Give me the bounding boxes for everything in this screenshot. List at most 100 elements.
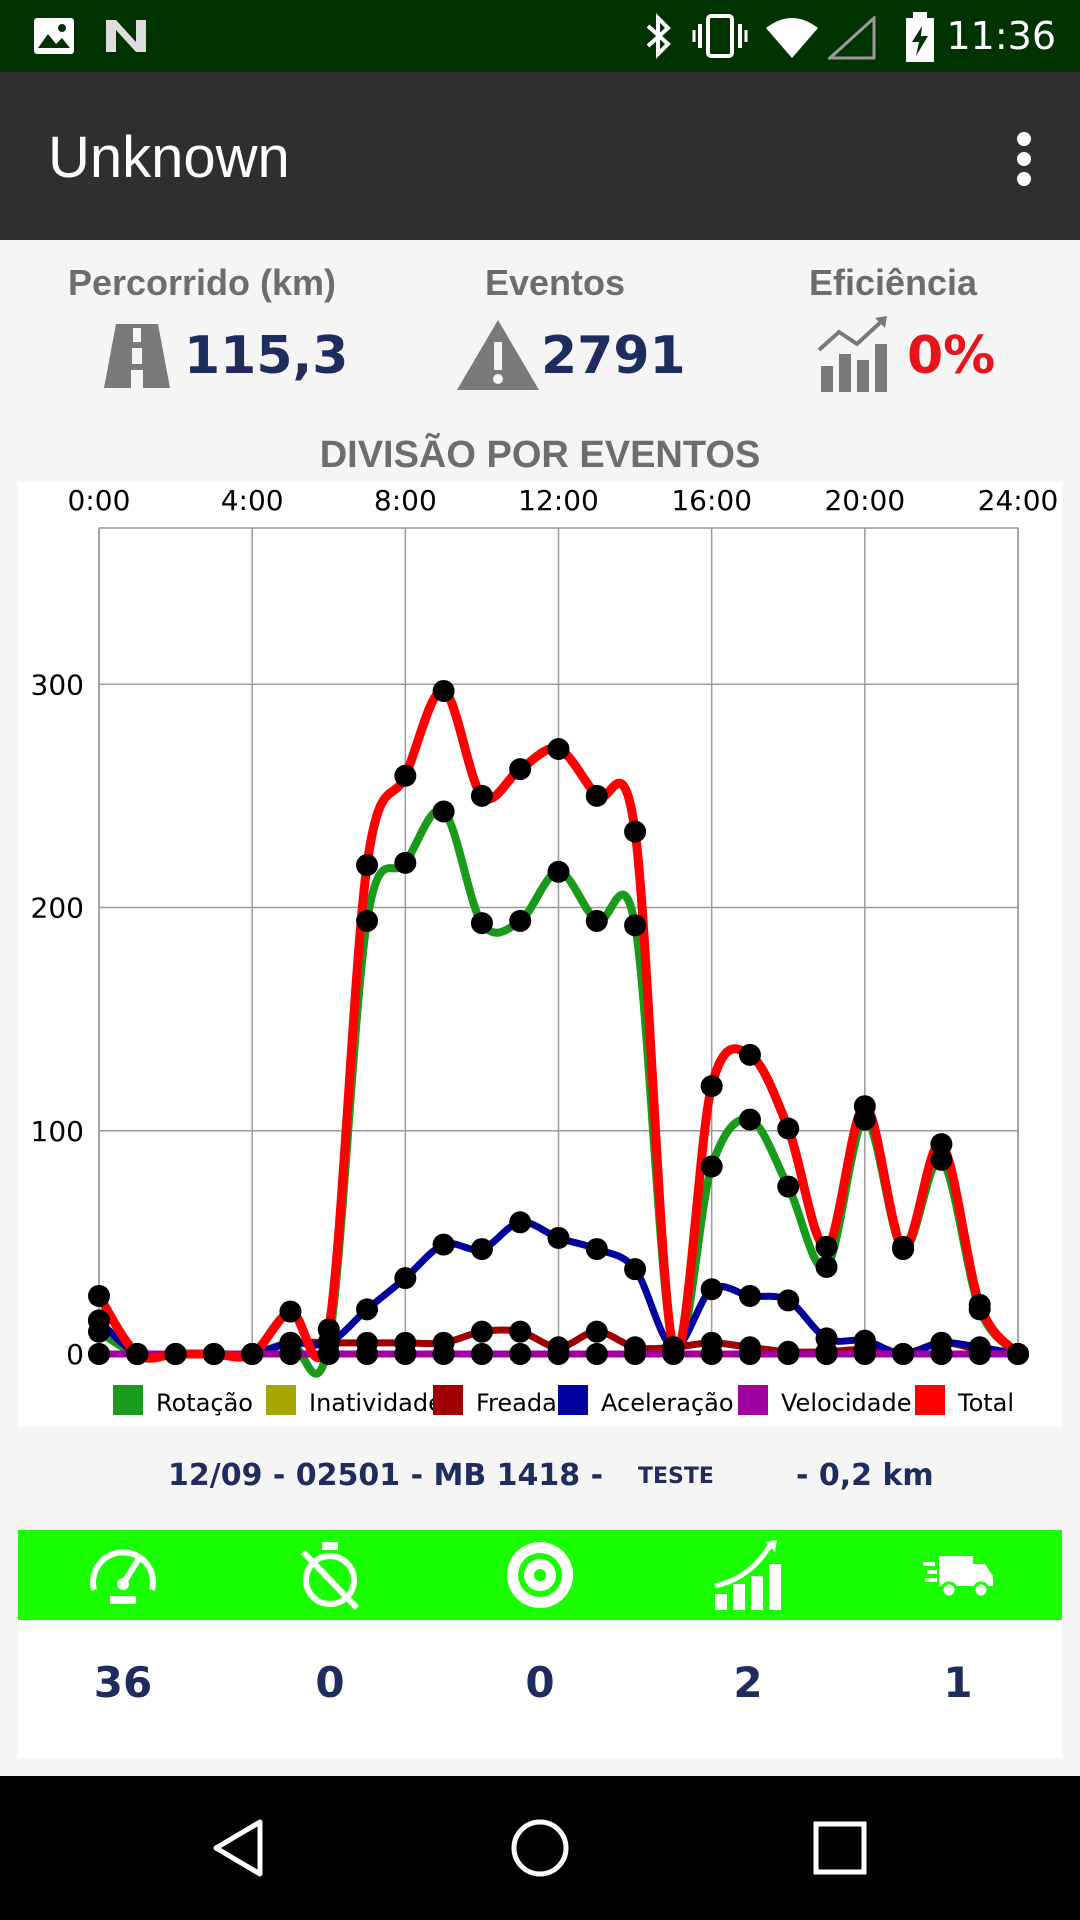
data-point <box>470 784 493 807</box>
data-point <box>509 1320 532 1343</box>
x-tick-label: 12:00 <box>518 484 599 517</box>
data-point <box>432 800 455 823</box>
data-point <box>509 909 532 932</box>
overflow-menu-icon[interactable] <box>1004 128 1044 188</box>
data-point <box>241 1343 264 1365</box>
speedometer-icon[interactable] <box>86 1538 160 1612</box>
data-point <box>777 1343 800 1365</box>
stat-events-label: Eventos <box>484 262 626 303</box>
n-app-notification-icon <box>106 20 146 52</box>
summary-stats: Percorrido (km) 115,3 Eventos 2791 <box>0 262 1080 402</box>
legend-swatch <box>113 1385 143 1415</box>
x-tick-label: 24:00 <box>978 484 1059 517</box>
y-tick-label: 200 <box>31 892 84 925</box>
data-point <box>470 1320 493 1343</box>
data-point <box>470 1343 493 1365</box>
data-point <box>624 820 647 843</box>
warning-triangle-icon <box>457 320 539 390</box>
x-tick-label: 0:00 <box>68 484 131 517</box>
data-point <box>470 1238 493 1261</box>
x-tick-label: 8:00 <box>374 484 437 517</box>
data-point <box>394 851 417 874</box>
data-point <box>738 1043 761 1066</box>
legend-swatch <box>915 1385 945 1415</box>
data-point <box>930 1148 953 1171</box>
data-point <box>585 909 608 932</box>
data-point <box>624 1258 647 1281</box>
legend-label: Freada <box>476 1389 557 1417</box>
data-point <box>394 1343 417 1365</box>
data-point <box>547 1226 570 1249</box>
data-point <box>547 860 570 883</box>
trip-info: 12/09 - 02501 - MB 1418 - TESTE - 0,2 km <box>18 1450 1062 1502</box>
y-tick-label: 300 <box>31 668 84 701</box>
data-point <box>815 1255 838 1278</box>
x-tick-label: 4:00 <box>221 484 284 517</box>
legend-label: Rotação <box>156 1389 253 1417</box>
wifi-icon <box>766 18 818 58</box>
data-point <box>853 1343 876 1365</box>
data-point <box>88 1309 110 1332</box>
count-trucks: 1 <box>943 1658 973 1707</box>
legend-label: Total <box>957 1389 1014 1417</box>
road-icon <box>104 324 170 388</box>
data-point <box>202 1343 225 1365</box>
legend-label: Aceleração <box>601 1389 734 1417</box>
data-point <box>968 1343 991 1365</box>
cellular-signal-icon <box>828 16 876 60</box>
app-bar: Unknown <box>0 72 1080 240</box>
data-point <box>930 1343 953 1365</box>
data-point <box>853 1095 876 1118</box>
status-clock: 11:36 <box>946 14 1056 58</box>
data-point <box>930 1133 953 1156</box>
event-category-counts: 36 0 0 2 1 <box>18 1620 1062 1758</box>
legend-label: Inatividade <box>309 1389 443 1417</box>
stat-events: Eventos 2791 <box>375 262 735 402</box>
growth-chart-icon <box>817 316 887 392</box>
legend-swatch <box>738 1385 768 1415</box>
data-point <box>892 1235 915 1258</box>
data-point <box>356 1298 379 1321</box>
y-tick-label: 100 <box>31 1115 84 1148</box>
events-line-chart: 0:00 4:00 8:00 12:00 16:00 20:00 24:00 0 100 200 3… <box>31 484 1059 1417</box>
data-point <box>509 758 532 781</box>
delivery-truck-icon[interactable] <box>921 1538 995 1612</box>
data-point <box>777 1175 800 1198</box>
data-point <box>509 1343 532 1365</box>
recents-icon[interactable] <box>812 1820 868 1876</box>
data-point <box>317 1343 340 1365</box>
data-point <box>700 1075 723 1098</box>
back-icon[interactable] <box>210 1818 270 1878</box>
trip-info-driver: TESTE <box>638 1464 714 1489</box>
stopwatch-off-icon[interactable] <box>293 1538 367 1612</box>
data-point <box>700 1343 723 1365</box>
data-point <box>585 1343 608 1365</box>
rising-bars-icon[interactable] <box>711 1538 785 1612</box>
data-point <box>892 1343 915 1365</box>
system-navigation-bar <box>0 1776 1080 1920</box>
stat-distance-value: 115,3 <box>184 326 349 386</box>
data-point <box>1007 1343 1029 1365</box>
stat-distance: Percorrido (km) 115,3 <box>22 262 382 402</box>
brake-disc-icon[interactable] <box>503 1538 577 1612</box>
data-point <box>815 1343 838 1365</box>
data-point <box>356 854 379 877</box>
data-point <box>356 1343 379 1365</box>
status-bar: 11:36 <box>0 0 1080 72</box>
home-icon[interactable] <box>509 1817 571 1879</box>
x-tick-label: 16:00 <box>671 484 752 517</box>
data-point <box>585 784 608 807</box>
data-point <box>279 1300 302 1323</box>
count-acceleration: 2 <box>733 1658 763 1707</box>
count-speed: 36 <box>93 1658 153 1707</box>
data-point <box>88 1284 110 1307</box>
events-chart: 0:00 4:00 8:00 12:00 16:00 20:00 24:00 0 100 200 3… <box>18 482 1062 1427</box>
data-point <box>432 1233 455 1256</box>
data-point <box>126 1343 149 1365</box>
legend-swatch <box>266 1385 296 1415</box>
data-point <box>738 1343 761 1365</box>
stat-efficiency-value: 0% <box>907 326 996 386</box>
data-point <box>164 1343 187 1365</box>
data-point <box>815 1327 838 1350</box>
data-point <box>624 1343 647 1365</box>
